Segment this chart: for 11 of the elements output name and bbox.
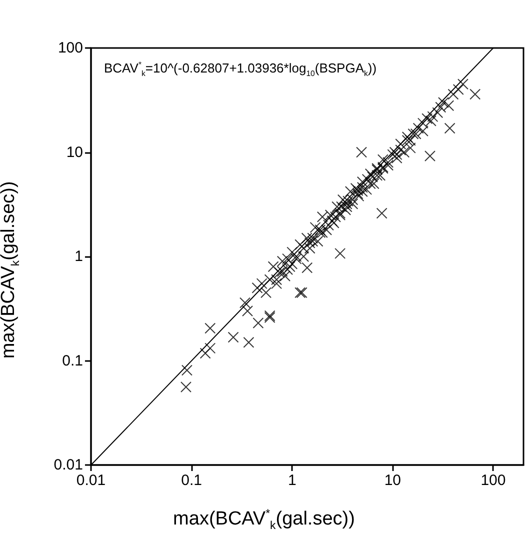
x-tick-label: 10 xyxy=(384,472,402,489)
y-tick-label: 1 xyxy=(74,248,83,265)
y-tick-label: 0.01 xyxy=(54,456,83,474)
x-tick-label: 1 xyxy=(288,472,296,489)
x-tick-label: 100 xyxy=(480,472,506,489)
y-tick-label: 0.1 xyxy=(62,352,83,370)
y-tick-label: 10 xyxy=(66,144,83,161)
y-tick-label: 100 xyxy=(58,40,83,56)
x-axis-title: max(BCAV$^{*}$$_{k}$(gal.sec)) xyxy=(172,508,356,532)
annotation: BCAV$^{*}$$_{k}$=10^(-0.62807+1.03936*log$_{10}$(BSPGA$_{k}$)) xyxy=(104,60,377,78)
x-tick-label: 0.1 xyxy=(181,472,202,489)
